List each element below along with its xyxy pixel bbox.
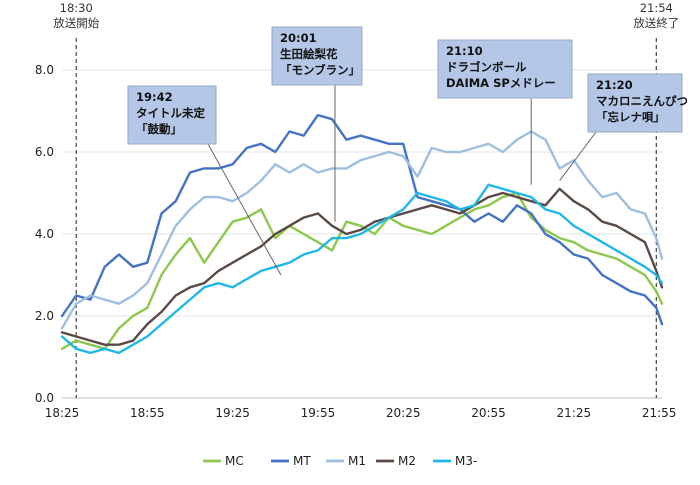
annotation-box [587,73,683,133]
y-axis-ticks: 0.0 2.0 4.0 6.0 8.0 [35,63,54,405]
annotation-text: タイトル未定 [136,106,205,120]
x-tick-label: 21:25 [557,406,592,420]
legend-label: M3- [455,454,477,468]
y-tick-label: 8.0 [35,63,54,77]
annotation-text: 生田絵梨花 [280,47,338,61]
annotation-leader [559,131,597,181]
legend-label: MC [225,454,244,468]
y-tick-label: 0.0 [35,391,54,405]
annotations: 19:42 タイトル未定「鼓動」 20:01 生田絵梨花「モンブラン」 21:10 ドラゴ… [127,26,688,276]
annotation-text: 21:20 [596,78,633,92]
annotation-text: マカロニえんぴつ [596,94,688,108]
annotation-text: 19:42 [136,90,173,104]
legend: MC MT M1 M2 M3- [203,454,477,468]
y-tick-label: 4.0 [35,227,54,241]
legend-label: MT [293,454,311,468]
annotation-text: 「モンブラン」 [280,63,360,77]
annotation-box [271,26,363,86]
annotation-text: ドラゴンボール [446,60,527,74]
event-label: 18:30 [60,1,93,15]
annotation-text: DAIMA SPメドレー [446,76,556,90]
annotation-text: 「忘レナ唄」 [596,110,665,124]
annotation-text: 「鼓動」 [136,122,182,136]
series-line-m2 [60,187,664,346]
annotation-box [437,39,573,99]
event-label: 放送開始 [53,16,99,30]
series-lines [60,113,664,355]
x-tick-label: 18:25 [45,406,80,420]
annotation-text: 20:01 [280,31,317,45]
event-label: 21:54 [640,1,673,15]
annotation-box [127,85,217,145]
x-tick-label: 20:25 [386,406,421,420]
annotation-text: 21:10 [446,44,483,58]
legend-label: M1 [348,454,366,468]
annotation-leader [207,143,282,276]
series-line-m1 [60,130,664,330]
x-tick-label: 19:25 [215,406,250,420]
x-tick-label: 21:55 [642,406,677,420]
x-tick-label: 18:55 [130,406,165,420]
y-tick-label: 6.0 [35,145,54,159]
series-line-mc [60,191,664,350]
y-tick-label: 2.0 [35,309,54,323]
event-label: 放送終了 [633,16,679,30]
legend-label: M2 [398,454,416,468]
series-line-m3 [60,183,664,355]
x-tick-label: 19:55 [301,406,336,420]
series-line-mt [60,113,664,326]
x-tick-label: 20:55 [471,406,506,420]
x-axis-ticks: 18:25 18:55 19:25 19:55 20:25 20:55 21:25 21:55 [45,406,677,420]
